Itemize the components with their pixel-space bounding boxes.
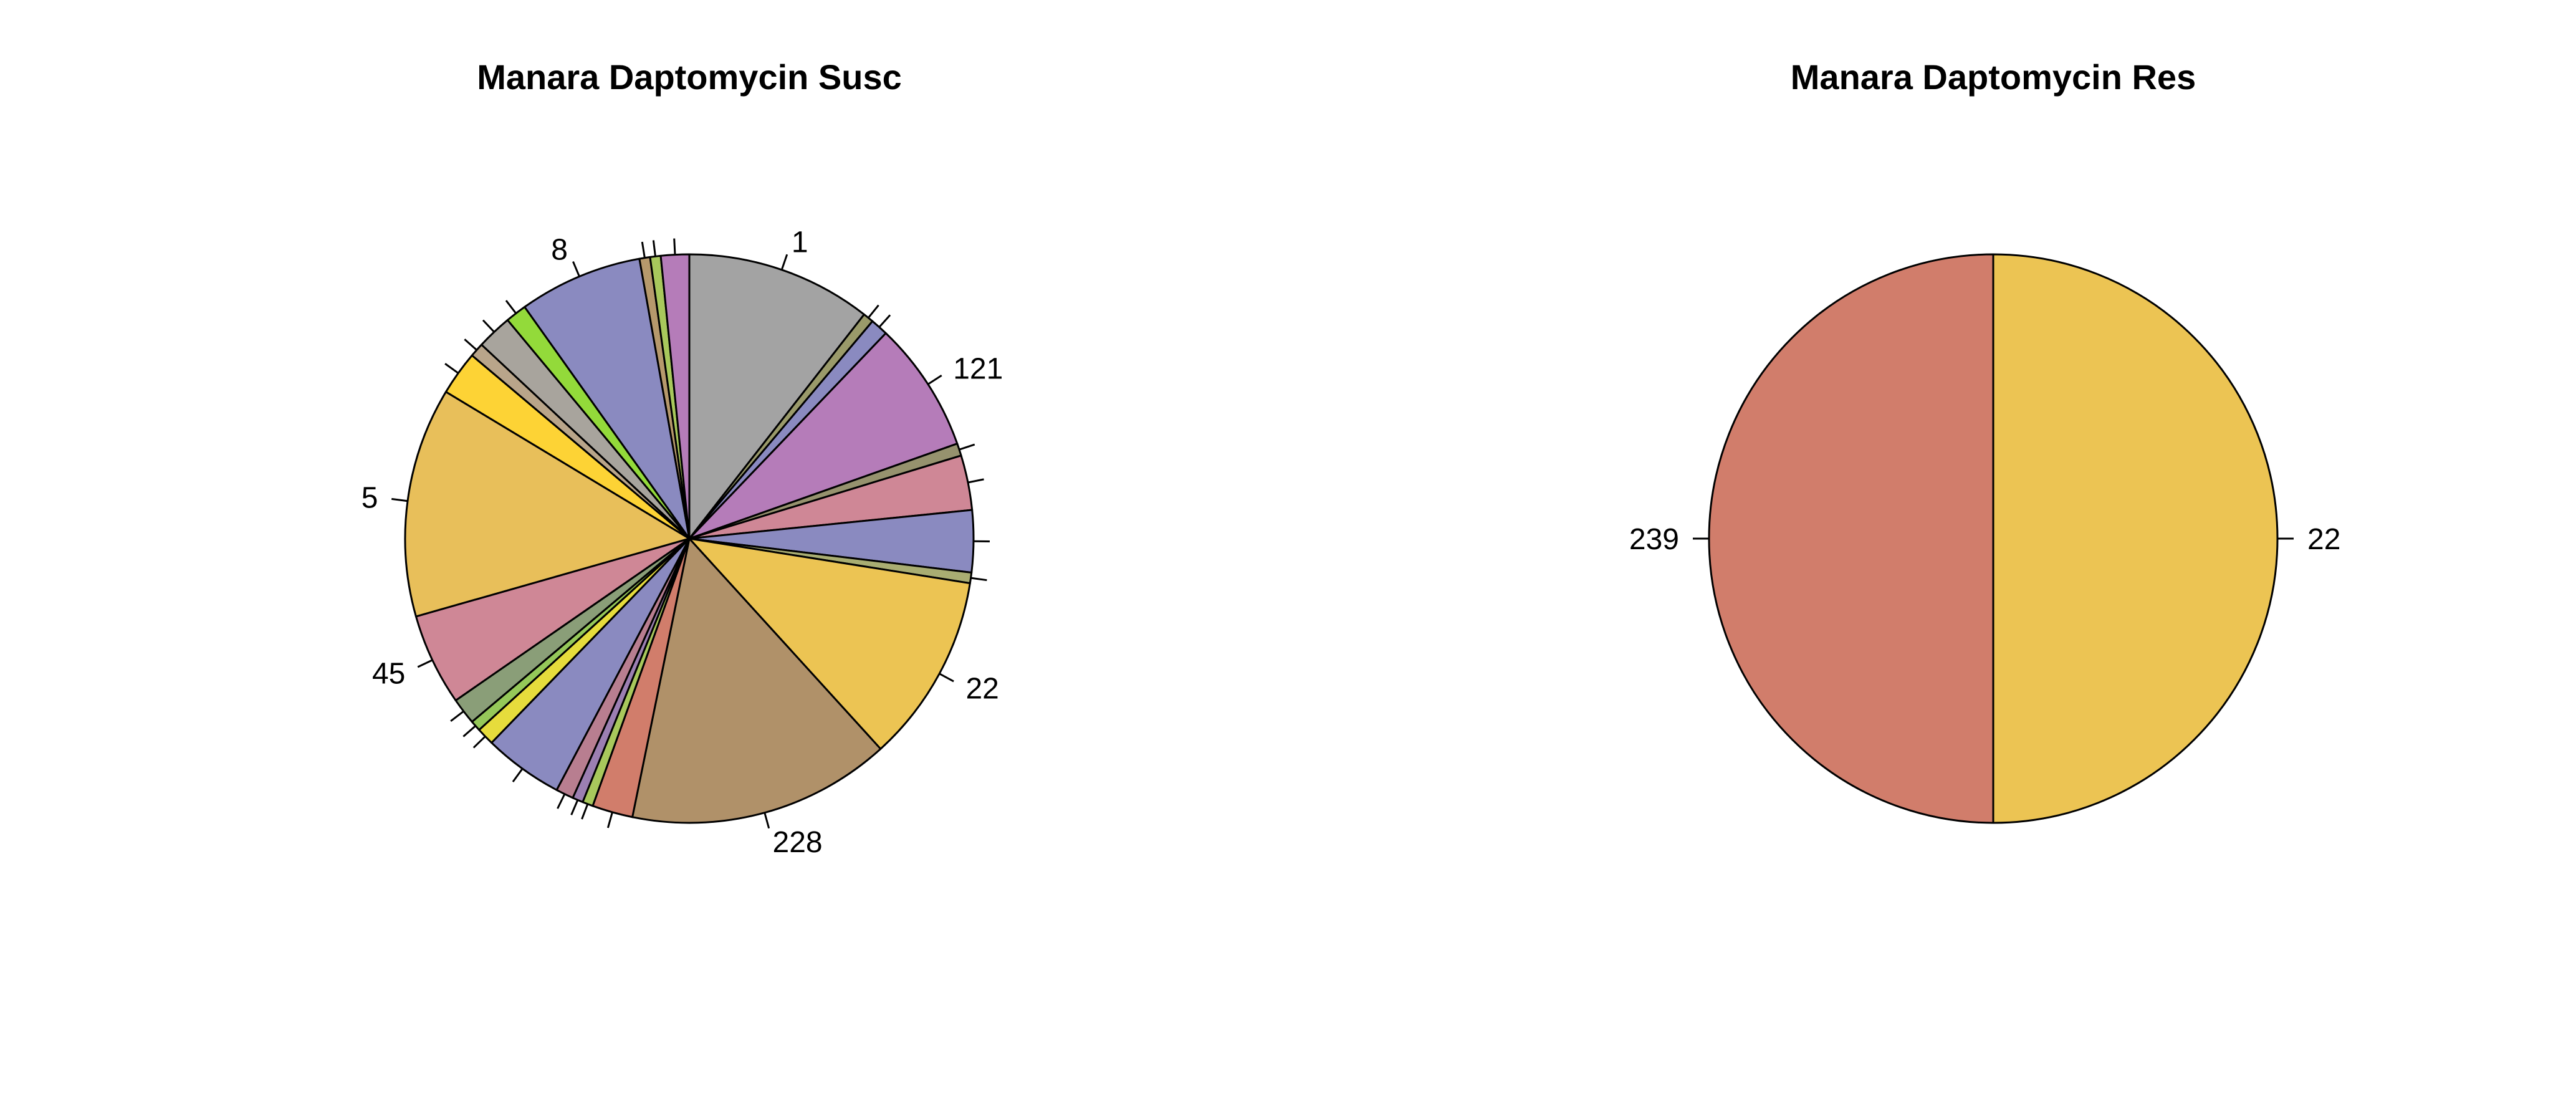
pie-label-tick xyxy=(967,478,984,484)
pie-label-tick xyxy=(581,804,589,820)
pie-label-tick xyxy=(444,363,459,374)
pie-slice-label: 121 xyxy=(953,352,1003,385)
pie-label-tick xyxy=(462,725,476,737)
pie-label-tick xyxy=(472,736,486,749)
pie-label-tick xyxy=(606,812,613,828)
pie-slices-res xyxy=(1708,253,2279,824)
pie-slice xyxy=(688,253,865,540)
pie-slice-label: 22 xyxy=(2307,523,2340,556)
pie-label-tick xyxy=(927,374,942,385)
pie-slice xyxy=(524,257,691,540)
pie-slice xyxy=(1708,253,1994,824)
pie-label-tick xyxy=(673,238,676,255)
pie-slice-label: 239 xyxy=(1629,523,1679,556)
pie-label-tick xyxy=(868,304,879,319)
pie-label-tick xyxy=(482,319,495,333)
pie-slice-label: 22 xyxy=(965,673,998,706)
pie-label-tick xyxy=(780,254,788,271)
pie-slice-label: 5 xyxy=(362,481,378,514)
pie-label-tick xyxy=(570,799,579,815)
pie-label-tick xyxy=(959,443,975,451)
pie-ticks-susc xyxy=(391,238,990,829)
pie-slice-label: 1 xyxy=(792,226,808,259)
pie-label-tick xyxy=(557,794,566,809)
pie-slices-susc xyxy=(404,253,975,824)
pie-label-tick xyxy=(391,497,408,502)
pie-label-tick xyxy=(464,338,477,351)
pie-chart-susc: Manara Daptomycin Susc 1 121 22 228 45 5 8 xyxy=(362,57,1003,859)
pie-slice xyxy=(631,537,882,824)
pie-slice-label: 8 xyxy=(551,233,568,266)
pie-labels-susc: 1 121 22 228 45 5 8 xyxy=(362,226,1003,859)
pie-label-tick xyxy=(505,300,517,314)
pie-label-tick xyxy=(450,710,464,722)
pie-label-tick xyxy=(970,577,987,582)
pie-label-tick xyxy=(572,261,580,277)
chart-title-susc: Manara Daptomycin Susc xyxy=(477,57,902,97)
chart-title-res: Manara Daptomycin Res xyxy=(1791,57,2196,97)
pie-label-tick xyxy=(512,768,524,783)
pie-slice-label: 45 xyxy=(372,657,405,690)
pie-label-tick xyxy=(417,659,433,668)
pie-label-tick xyxy=(939,673,954,683)
pie-slice xyxy=(1992,253,2279,824)
pie-slice-label: 228 xyxy=(773,826,823,859)
pie-labels-res: 22 239 xyxy=(1629,523,2340,556)
pie-label-tick xyxy=(641,241,646,258)
pie-slice xyxy=(414,537,691,702)
pie-slice xyxy=(688,537,971,750)
pie-label-tick xyxy=(878,314,891,328)
pie-label-tick xyxy=(652,240,656,257)
pie-chart-res: Manara Daptomycin Res 22 239 xyxy=(1629,57,2340,824)
pie-label-tick xyxy=(764,812,770,829)
